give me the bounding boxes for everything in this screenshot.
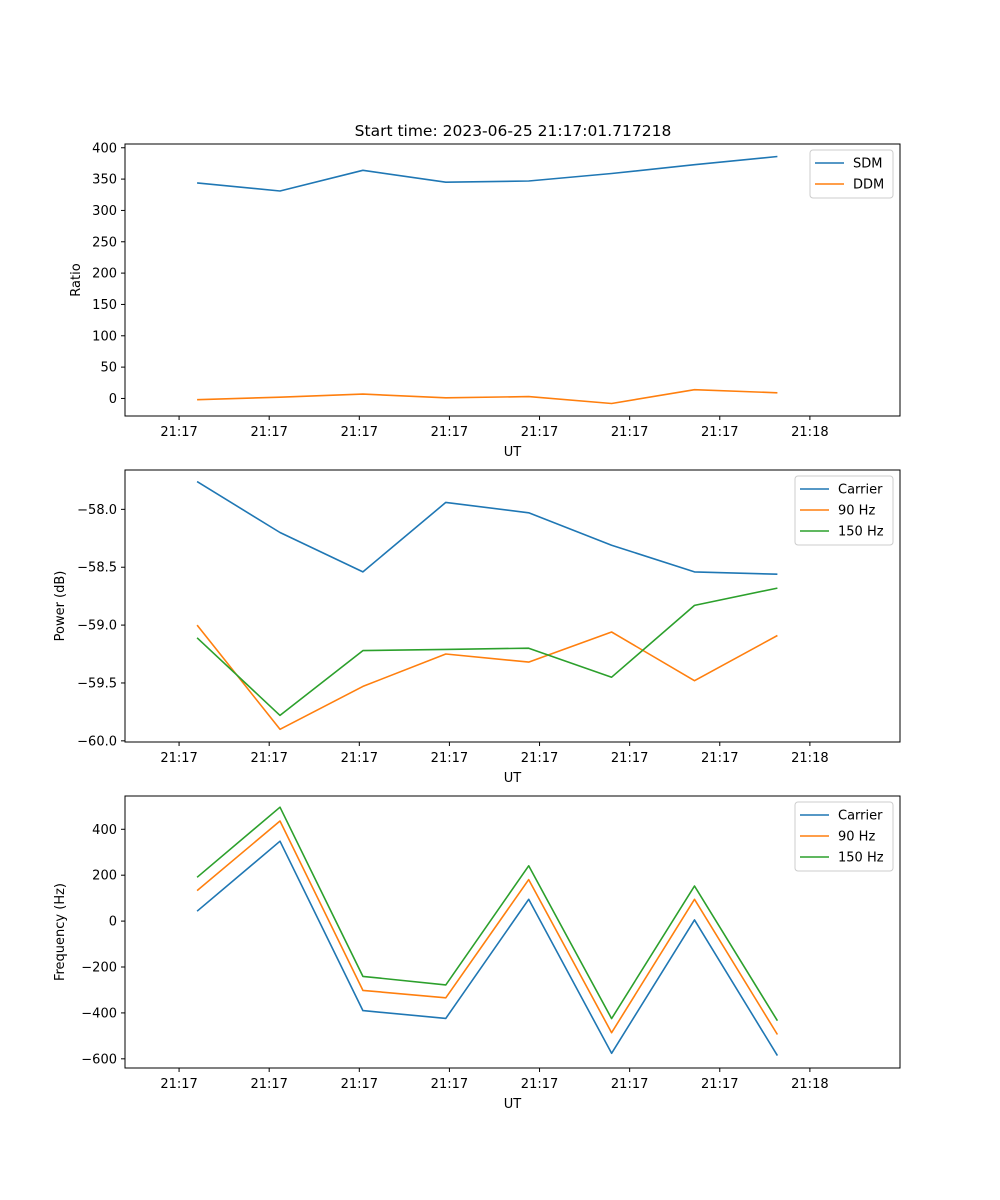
- series-line-carrier: [196, 480, 778, 575]
- x-tick-label: 21:17: [160, 751, 197, 766]
- x-axis-label: UT: [504, 771, 522, 786]
- y-tick-label: 50: [100, 361, 117, 376]
- x-tick-label: 21:17: [521, 1077, 558, 1092]
- x-tick-label: 21:18: [791, 751, 828, 766]
- y-tick-label: 250: [92, 235, 117, 250]
- y-tick-label: 400: [92, 823, 117, 838]
- x-tick-label: 21:17: [521, 425, 558, 440]
- series-line-carrier: [196, 840, 779, 1057]
- y-tick-label: 200: [92, 869, 117, 884]
- x-tick-label: 21:17: [160, 1077, 197, 1092]
- series-line-90-hz: [196, 624, 778, 731]
- legend-label: DDM: [853, 178, 884, 193]
- y-tick-label: 0: [109, 392, 117, 407]
- y-tick-label: −60.0: [77, 734, 117, 749]
- y-tick-label: 300: [92, 204, 117, 219]
- x-tick-label: 21:17: [521, 751, 558, 766]
- y-tick-label: −58.5: [77, 561, 117, 576]
- x-tick-label: 21:17: [160, 425, 197, 440]
- y-tick-label: 350: [92, 173, 117, 188]
- x-tick-label: 21:17: [431, 751, 468, 766]
- x-tick-label: 21:17: [431, 1077, 468, 1092]
- x-tick-label: 21:17: [341, 425, 378, 440]
- x-tick-label: 21:17: [250, 1077, 287, 1092]
- x-tick-label: 21:17: [611, 1077, 648, 1092]
- series-line-sdm: [197, 155, 778, 192]
- y-axis-label: Ratio: [69, 263, 84, 296]
- figure-title: Start time: 2023-06-25 21:17:01.717218: [355, 122, 672, 140]
- x-tick-label: 21:17: [701, 425, 738, 440]
- x-tick-label: 21:18: [791, 425, 828, 440]
- x-tick-label: 21:17: [250, 751, 287, 766]
- x-tick-label: 21:17: [431, 425, 468, 440]
- x-tick-label: 21:17: [341, 751, 378, 766]
- legend-label: 90 Hz: [838, 504, 875, 519]
- legend-label: Carrier: [838, 483, 883, 498]
- series-line-90-hz: [196, 820, 779, 1035]
- x-axis-label: UT: [504, 445, 522, 460]
- legend-label: 150 Hz: [838, 851, 884, 866]
- y-tick-label: −400: [81, 1006, 117, 1021]
- legend-label: 90 Hz: [838, 830, 875, 845]
- series-line-150-hz: [196, 806, 779, 1022]
- legend-label: 150 Hz: [838, 525, 884, 540]
- y-tick-label: −200: [81, 961, 117, 976]
- plot-frame: [124, 469, 901, 743]
- legend: Carrier 90 Hz 150 Hz: [794, 801, 894, 872]
- y-tick-label: 400: [92, 141, 117, 156]
- y-tick-label: −600: [81, 1052, 117, 1067]
- y-tick-label: −59.0: [77, 619, 117, 634]
- y-tick-label: −59.5: [77, 676, 117, 691]
- legend-box: [794, 475, 894, 546]
- x-tick-label: 21:17: [611, 751, 648, 766]
- y-tick-label: 150: [92, 298, 117, 313]
- legend-box: [809, 149, 894, 199]
- y-tick-label: 100: [92, 329, 117, 344]
- y-tick-label: 200: [92, 267, 117, 282]
- x-axis-label: UT: [504, 1097, 522, 1112]
- legend-box: [794, 801, 894, 872]
- legend: Carrier 90 Hz 150 Hz: [794, 475, 894, 546]
- plot-frame: [124, 143, 901, 417]
- series-line-ddm: [197, 388, 778, 405]
- y-axis-label: Frequency (Hz): [53, 883, 68, 981]
- y-axis-label: Power (dB): [53, 571, 68, 642]
- x-tick-label: 21:17: [611, 425, 648, 440]
- chart-panel-3: 21:17 21:17 21:17 21:17 21:17 21:17 21:17 21:18…: [53, 795, 901, 1112]
- y-tick-label: −58.0: [77, 503, 117, 518]
- series-line-150-hz: [196, 587, 778, 717]
- chart-panel-2: 21:17 21:17 21:17 21:17 21:17 21:17 21:17 21:18…: [53, 469, 901, 786]
- legend: SDM DDM: [809, 149, 894, 199]
- legend-label: Carrier: [838, 809, 883, 824]
- x-tick-label: 21:17: [341, 1077, 378, 1092]
- x-tick-label: 21:17: [250, 425, 287, 440]
- chart-panel-1: 21:17 21:17 21:17 21:17 21:17 21:17 21:17 21:18…: [69, 141, 901, 460]
- x-tick-label: 21:17: [701, 1077, 738, 1092]
- plot-frame: [124, 795, 901, 1069]
- x-tick-label: 21:18: [791, 1077, 828, 1092]
- x-tick-label: 21:17: [701, 751, 738, 766]
- y-tick-label: 0: [109, 915, 117, 930]
- legend-label: SDM: [853, 157, 882, 172]
